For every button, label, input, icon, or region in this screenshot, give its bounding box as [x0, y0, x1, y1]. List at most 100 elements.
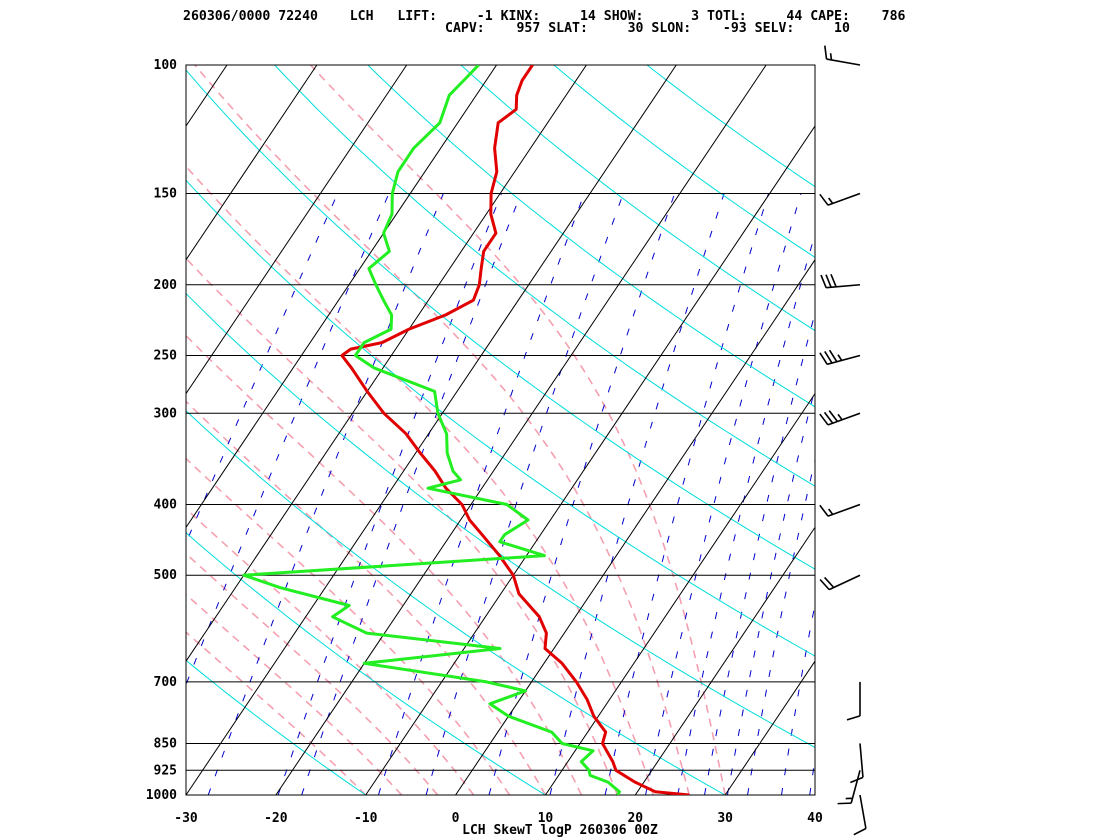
moist-adiabat-line	[186, 334, 583, 795]
isotherms	[0, 65, 815, 795]
dry-adiabat-line	[186, 659, 366, 795]
dry-adiabat-line	[274, 65, 815, 487]
dry-adiabat-line	[186, 410, 726, 795]
pressure-tick-label: 400	[154, 498, 178, 513]
mixing-ratio-line	[809, 755, 815, 795]
wind-barb-flag	[824, 351, 833, 364]
mixing-ratio-line	[301, 193, 522, 795]
pressure-tick-label: 300	[154, 406, 178, 421]
wind-barb-flag	[819, 578, 830, 591]
moist-adiabat-line	[186, 552, 439, 795]
isotherm-line	[634, 526, 815, 795]
wind-barb-flag	[823, 411, 834, 424]
mixing-ratio-line	[604, 193, 769, 795]
dry-adiabat-line	[186, 532, 546, 795]
wind-barbs	[819, 45, 867, 836]
isotherm-line	[186, 65, 587, 663]
dry-adiabat-line	[186, 179, 815, 657]
dewpoint-profile-line	[242, 65, 621, 795]
wind-barb	[819, 410, 861, 426]
moist-adiabat-line	[310, 65, 726, 795]
wind-barb-staff	[828, 574, 861, 591]
wind-barb-half-flag	[828, 508, 834, 515]
wind-barb-staff	[827, 412, 861, 426]
pressure-tick-label: 200	[154, 278, 178, 293]
dry-adiabat-line	[186, 69, 815, 570]
wind-barb-half-flag	[837, 413, 843, 421]
wind-barb-flag	[824, 576, 835, 589]
wind-barb-flag	[853, 827, 867, 836]
pressure-tick-label: 700	[154, 675, 178, 690]
moist-adiabats	[186, 65, 726, 795]
wind-barb-half-flag	[837, 354, 843, 361]
temperature-tick-label: 40	[807, 811, 823, 826]
wind-barb-flag	[828, 349, 838, 363]
wind-barb	[820, 273, 861, 289]
temperature-tick-label: 20	[627, 811, 643, 826]
isotherm-line	[186, 65, 677, 795]
wind-barb-staff	[859, 743, 864, 778]
pressure-tick-label: 500	[154, 568, 178, 583]
dry-adiabat-line	[646, 65, 815, 188]
dry-adiabat-line	[553, 65, 815, 258]
wind-barb-flag	[819, 352, 828, 365]
temperature-profile-line	[340, 65, 690, 795]
dry-adiabat-line	[460, 65, 815, 332]
temperature-labels: -30 -20 -10 0 10 20 30 40	[174, 811, 823, 826]
wind-barb-flag	[819, 193, 829, 206]
wind-barb-flag	[820, 274, 827, 289]
dry-adiabat-line	[186, 292, 815, 749]
header-line-2: CAPV: 957 SLAT: 30 SLON: -93 SELV: 10	[183, 21, 850, 36]
pressure-labels: 100 150 200 250 300 400 500 700 850 925 1000	[146, 58, 177, 803]
mixing-ratio-line	[645, 193, 802, 795]
wind-barb-staff	[859, 794, 867, 829]
moist-adiabat-line	[186, 400, 547, 795]
mixing-ratio-line	[378, 193, 585, 795]
moist-adiabat-line	[186, 631, 367, 795]
wind-barb-half-flag	[829, 53, 833, 61]
wind-barb	[853, 794, 867, 836]
mixing-ratio-line	[704, 311, 815, 795]
wind-barb	[824, 45, 861, 66]
wind-barb-flag	[850, 776, 864, 784]
mixing-ratio-line	[186, 193, 390, 686]
pressure-tick-label: 1000	[146, 788, 177, 803]
isotherm-line	[186, 65, 318, 261]
wind-barb-flag	[824, 45, 828, 60]
sounding-header: 260306/0000 72240 LCH LIFT: -1 KINX: 14 …	[0, 0, 1120, 40]
pressure-tick-label: 850	[154, 736, 178, 751]
dry-adiabat-line	[367, 65, 815, 408]
isotherm-line	[365, 125, 815, 795]
pressure-tick-label: 925	[154, 763, 177, 778]
wind-barb-half-flag	[828, 197, 834, 204]
header-line-1: 260306/0000 72240 LCH LIFT: -1 KINX: 14 …	[183, 9, 906, 24]
wind-barb-flag	[819, 413, 829, 426]
pressure-tick-label: 250	[154, 348, 178, 363]
wind-barb-staff	[826, 283, 861, 289]
profiles	[242, 65, 690, 795]
x-axis-label: LCH SkewT logP 260306 00Z	[462, 823, 658, 838]
wind-barb-flag	[819, 504, 829, 517]
mixing-ratio-line	[549, 193, 725, 795]
wind-barb-staff	[827, 192, 861, 206]
temperature-tick-label: -30	[174, 811, 198, 826]
temperature-tick-label: 30	[717, 811, 733, 826]
temperature-tick-label: -10	[354, 811, 378, 826]
isotherm-line	[545, 392, 815, 795]
pressure-tick-label: 100	[154, 58, 178, 73]
isotherm-line	[0, 65, 47, 795]
wind-barb	[837, 770, 861, 805]
isotherm-line	[724, 660, 815, 795]
wind-barb	[819, 192, 861, 206]
wind-barb-flag	[828, 410, 839, 422]
mixing-ratio-line	[677, 232, 815, 795]
mixing-ratio-line	[488, 193, 676, 795]
dry-adiabats	[186, 65, 815, 795]
wind-barb	[846, 681, 861, 721]
moist-adiabat-line	[186, 257, 619, 795]
isotherm-line	[186, 65, 408, 395]
wind-barb-flag	[830, 273, 837, 288]
mixing-ratio-line	[425, 193, 624, 795]
mixing-ratio-line	[277, 193, 502, 795]
